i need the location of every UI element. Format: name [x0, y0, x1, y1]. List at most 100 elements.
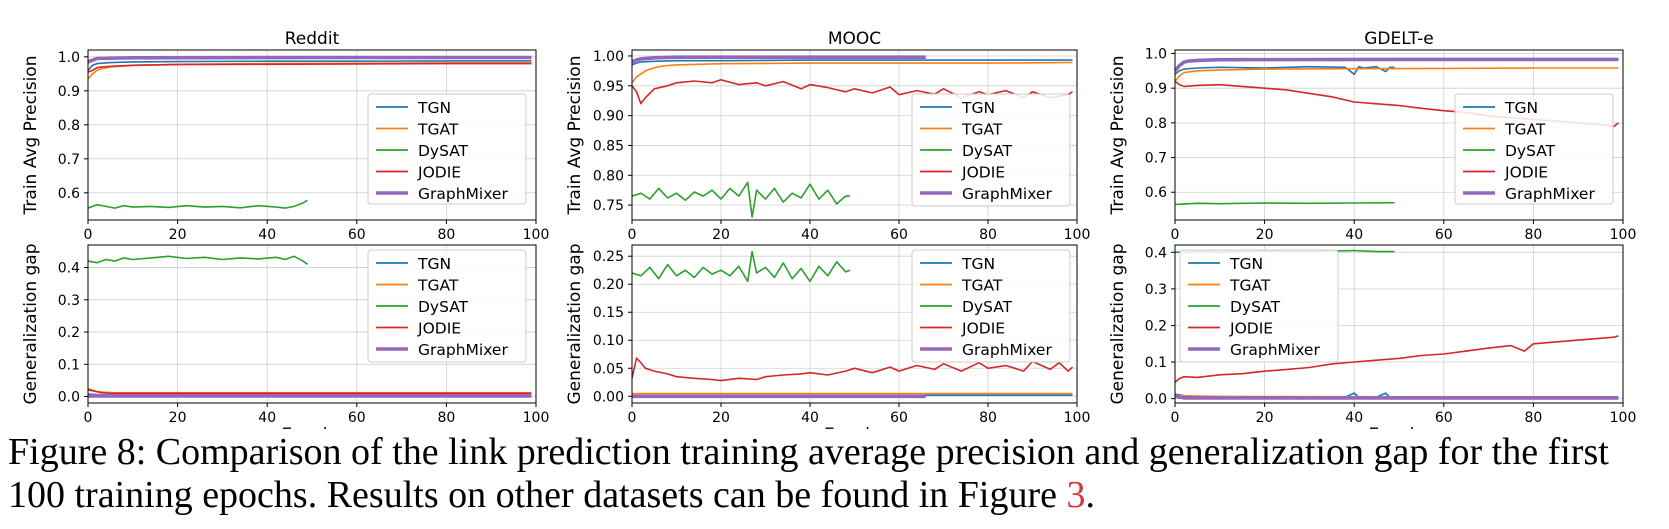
series-line-tgat: [88, 387, 532, 394]
x-tick-label: 80: [1524, 410, 1542, 426]
x-axis-label: Epochs: [1369, 425, 1430, 429]
x-tick-label: 60: [348, 227, 366, 243]
x-tick-label: 60: [1435, 227, 1453, 243]
series-line-tgat: [1175, 67, 1619, 82]
legend-box: [1179, 249, 1339, 363]
y-tick-label: 0.4: [1145, 245, 1167, 261]
y-tick-label: 0.7: [1145, 151, 1167, 167]
legend-label-graphmixer: GraphMixer: [418, 341, 508, 359]
x-axis-label: Epochs: [824, 425, 885, 429]
plot-frame: [87, 49, 537, 221]
legend-label-jodie: JODIE: [961, 164, 1005, 182]
caption-end: .: [1085, 474, 1096, 516]
y-tick-label: 0.1: [58, 357, 80, 373]
chart-panel-1: 0 20 40 60 80 100 0.6 0.7 0.8 0.9 1.0 Reddit Train A…: [21, 29, 549, 243]
series-line-jodie: [632, 357, 1074, 382]
series-line-dysat: [632, 250, 851, 283]
legend-label-tgat: TGAT: [417, 277, 459, 295]
series-line-tgn: [1175, 65, 1395, 76]
plot-frame: [631, 244, 1078, 404]
x-tick-label: 0: [1171, 227, 1180, 243]
series-line-tgn: [632, 59, 1073, 66]
caption-figure-ref[interactable]: 3: [1066, 474, 1086, 516]
x-tick-label: 0: [84, 227, 93, 243]
x-tick-label: 0: [628, 227, 637, 243]
x-tick-label: 80: [437, 410, 455, 426]
plot-frame: [1174, 244, 1624, 404]
y-axis-label: Train Avg Precision: [565, 56, 585, 216]
chart-panel-3: 0 20 40 60 80 100 0.6 0.7 0.8 0.9 1.0 GDELT-e Train …: [1108, 29, 1636, 243]
series-line-jodie: [88, 389, 532, 395]
x-tick-label: 100: [523, 410, 550, 426]
chart-panel-5: 0 20 40 60 80 100 0.00 0.05 0.10 0.15 0.20 0.25 Epoc…: [565, 243, 1090, 445]
y-tick-label: 0.3: [1145, 282, 1167, 298]
series-line-graphmixer: [1175, 57, 1619, 72]
x-tick-label: 40: [801, 410, 819, 426]
y-tick-label: 0.6: [58, 186, 80, 202]
x-tick-label: 100: [1064, 227, 1091, 243]
series-line-jodie: [632, 79, 1073, 105]
chart-panel-6: 0 20 40 60 80 100 0.0 0.1 0.2 0.3 0.4 Epochs General…: [1108, 243, 1637, 445]
legend-label-dysat: DySAT: [962, 298, 1013, 316]
y-tick-label: 0.9: [1145, 81, 1167, 97]
legend-box: [1454, 93, 1614, 205]
y-tick-label: 0.75: [593, 198, 624, 214]
y-tick-label: 0.95: [593, 79, 624, 95]
y-tick-label: 0.85: [593, 138, 624, 154]
x-axis-label: Epochs: [282, 425, 343, 429]
legend-label-tgat: TGAT: [1229, 277, 1271, 295]
legend-label-jodie: JODIE: [961, 320, 1005, 338]
y-tick-label: 0.4: [58, 261, 80, 277]
plot-frame: [631, 49, 1078, 221]
legend-label-tgat: TGAT: [1504, 121, 1546, 139]
series-line-graphmixer: [88, 55, 532, 64]
x-tick-label: 100: [1610, 410, 1637, 426]
y-axis-label: Generalization gap: [565, 243, 585, 404]
series-line-jodie: [88, 62, 532, 73]
y-tick-label: 0.8: [58, 118, 80, 134]
legend-label-graphmixer: GraphMixer: [1505, 185, 1595, 203]
x-tick-label: 40: [258, 227, 276, 243]
legend-label-dysat: DySAT: [418, 298, 469, 316]
x-tick-label: 20: [1256, 227, 1274, 243]
legend: TGN TGAT DySAT JODIE GraphMixer: [1454, 93, 1614, 205]
legend-label-jodie: JODIE: [417, 320, 461, 338]
x-tick-label: 40: [1345, 410, 1363, 426]
legend-label-dysat: DySAT: [418, 142, 469, 160]
chart-title: MOOC: [828, 29, 881, 49]
legend: TGN TGAT DySAT JODIE GraphMixer: [1179, 249, 1339, 363]
series-line-graphmixer: [632, 55, 926, 64]
y-axis-label: Train Avg Precision: [21, 56, 41, 216]
legend-box: [911, 249, 1071, 363]
x-tick-label: 60: [348, 410, 366, 426]
series-line-dysat: [88, 199, 308, 209]
charts-canvas: 0 20 40 60 80 100 0.6 0.7 0.8 0.9 1.0 Reddit Train A…: [21, 29, 1637, 445]
y-tick-label: 0.00: [593, 389, 624, 405]
plot-frame: [1174, 49, 1624, 221]
series-line-tgn: [88, 60, 532, 71]
y-tick-label: 0.6: [1145, 185, 1167, 201]
x-tick-label: 0: [1171, 410, 1180, 426]
x-tick-label: 60: [1435, 410, 1453, 426]
series-line-graphmixer: [1175, 393, 1619, 400]
legend-label-jodie: JODIE: [1229, 320, 1273, 338]
y-tick-label: 1.0: [1145, 46, 1167, 62]
y-tick-label: 0.3: [58, 293, 80, 309]
series-line-dysat: [88, 255, 308, 265]
legend-label-graphmixer: GraphMixer: [418, 185, 508, 203]
caption-text: Figure 8: Comparison of the link predict…: [8, 431, 1609, 516]
x-tick-label: 80: [437, 227, 455, 243]
chart-title: GDELT-e: [1364, 29, 1434, 49]
legend-box: [367, 249, 527, 363]
legend: TGN TGAT DySAT JODIE GraphMixer: [367, 93, 527, 205]
y-axis-label: Generalization gap: [1108, 243, 1128, 404]
x-tick-label: 80: [1524, 227, 1542, 243]
legend-label-jodie: JODIE: [1504, 164, 1548, 182]
legend-label-dysat: DySAT: [1230, 298, 1281, 316]
x-tick-label: 20: [169, 410, 187, 426]
x-tick-label: 80: [979, 410, 997, 426]
y-tick-label: 0.25: [593, 249, 624, 265]
x-tick-label: 0: [628, 410, 637, 426]
legend-label-graphmixer: GraphMixer: [1230, 341, 1320, 359]
